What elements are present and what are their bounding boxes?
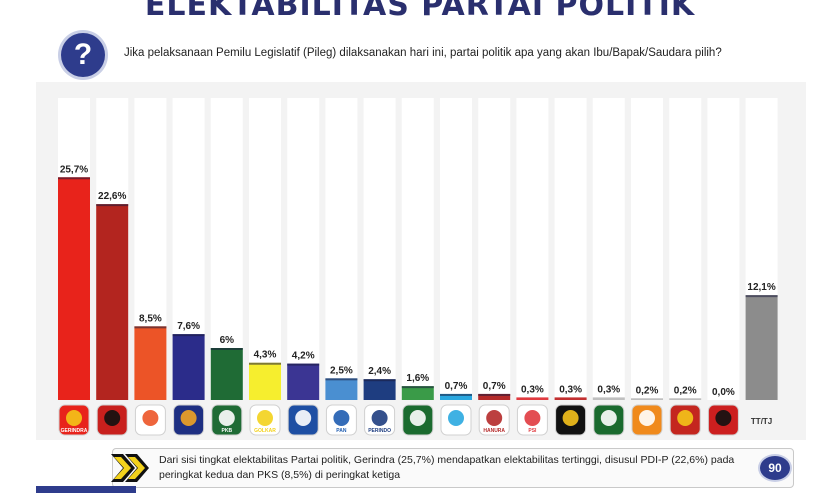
bar-top-edge	[325, 378, 358, 381]
party-logo-emblem	[180, 410, 197, 426]
bar-top-edge	[401, 386, 434, 389]
data-label: 2,4%	[368, 366, 391, 377]
data-label: 0,7%	[483, 381, 506, 392]
chart-panel: 25,7% GERINDRA 22,6% 8,5% 7,6% 6% PKB 4,3% GOLKA…	[36, 82, 806, 440]
party-logo-emblem	[562, 410, 579, 426]
data-label: 0,7%	[445, 381, 468, 392]
party-logo-emblem	[104, 410, 121, 426]
party-logo-emblem	[524, 410, 541, 426]
data-label: 12,1%	[747, 282, 775, 293]
bar-top-edge	[440, 393, 472, 396]
party-logo-emblem	[142, 410, 159, 426]
party-logo-emblem	[295, 410, 312, 426]
bar	[363, 379, 396, 400]
bar	[287, 363, 320, 400]
data-label: 0,2%	[674, 385, 697, 396]
bar-top-edge	[478, 393, 511, 396]
party-logo-text: HANURA	[483, 428, 505, 434]
bar-top-edge	[363, 379, 396, 382]
bar-column-bg	[249, 98, 281, 400]
bar	[172, 334, 205, 400]
summary-box: Dari sisi tingkat elektabilitas Partai p…	[111, 448, 794, 488]
data-label: 6%	[220, 335, 235, 346]
bar	[58, 177, 90, 400]
bar-top-edge	[210, 348, 243, 350]
bar-column-bg	[669, 98, 702, 400]
bar-column-bg	[592, 98, 625, 400]
party-logo-text: PSI	[528, 428, 537, 434]
party-logo-emblem	[486, 410, 503, 426]
party-logo-emblem	[371, 410, 388, 426]
bar	[592, 397, 625, 400]
data-label: 0,3%	[597, 384, 620, 395]
survey-question: Jika pelaksanaan Pemilu Legislatif (Pile…	[124, 47, 722, 59]
bar	[325, 378, 358, 400]
party-logo-emblem	[409, 410, 426, 426]
data-label: 2,5%	[330, 365, 353, 376]
bar-top-edge	[172, 334, 205, 337]
party-logo-text: PERINDO	[368, 428, 391, 434]
bar-column-bg	[363, 98, 396, 400]
data-label: 8,5%	[139, 313, 162, 324]
party-logo-emblem	[333, 410, 350, 426]
bar-top-edge	[58, 177, 90, 180]
data-label: 25,7%	[60, 164, 88, 175]
bar	[554, 397, 587, 400]
party-logo-emblem	[257, 410, 273, 426]
bar	[631, 398, 663, 400]
bar-top-edge	[96, 204, 129, 207]
bar-column-bg	[325, 98, 358, 400]
data-label: 0,2%	[636, 385, 659, 396]
bar-column-bg	[631, 98, 663, 400]
bar	[478, 393, 511, 400]
bar-column-bg	[516, 98, 549, 400]
summary-text: Dari sisi tingkat elektabilitas Partai p…	[159, 454, 735, 481]
party-logo-emblem	[66, 410, 82, 426]
data-label: 4,3%	[254, 350, 277, 361]
bar-chart: 25,7% GERINDRA 22,6% 8,5% 7,6% 6% PKB 4,3% GOLKA…	[58, 98, 778, 436]
double-chevron-icon	[111, 454, 149, 482]
bar-column-bg	[554, 98, 587, 400]
bar-top-edge	[287, 363, 320, 366]
category-label: TT/TJ	[751, 417, 772, 426]
party-logo-emblem	[600, 410, 617, 426]
bar	[440, 393, 472, 400]
party-logo-emblem	[677, 410, 694, 426]
bar-column-bg	[287, 98, 320, 400]
data-label: 0,0%	[712, 387, 735, 398]
party-logo-text: PAN	[336, 428, 347, 434]
bar-column-bg	[440, 98, 472, 400]
data-label: 22,6%	[98, 191, 126, 202]
bar	[401, 386, 434, 400]
party-logo-emblem	[639, 410, 655, 426]
data-label: 7,6%	[177, 321, 200, 332]
party-logo-emblem	[448, 410, 464, 426]
bar	[669, 398, 702, 400]
party-logo-text: GOLKAR	[254, 428, 276, 434]
page-number: 90	[760, 456, 790, 480]
data-label: 4,2%	[292, 351, 315, 362]
party-logo-text: GERINDRA	[61, 428, 88, 434]
bar	[249, 362, 281, 400]
bar-top-edge	[134, 326, 167, 329]
bar-column-bg	[478, 98, 511, 400]
data-label: 1,6%	[406, 373, 429, 384]
page-title: ELEKTABILITAS PARTAI POLITIK	[144, 0, 696, 23]
data-label: 0,3%	[559, 384, 582, 395]
party-logo-emblem	[218, 410, 235, 426]
bar-column-bg	[401, 98, 434, 400]
bar	[745, 295, 778, 400]
question-icon: ?	[61, 33, 105, 77]
bar	[516, 397, 549, 400]
bar-column-bg	[707, 98, 740, 400]
bar-top-edge	[249, 362, 281, 365]
party-logo-emblem	[715, 410, 732, 426]
bar	[134, 326, 167, 400]
data-label: 0,3%	[521, 384, 544, 395]
bar	[210, 348, 243, 400]
bar-top-edge	[745, 295, 778, 298]
bar	[96, 204, 129, 400]
bottom-accent-strip	[36, 486, 136, 493]
party-logo-text: PKB	[222, 428, 233, 434]
